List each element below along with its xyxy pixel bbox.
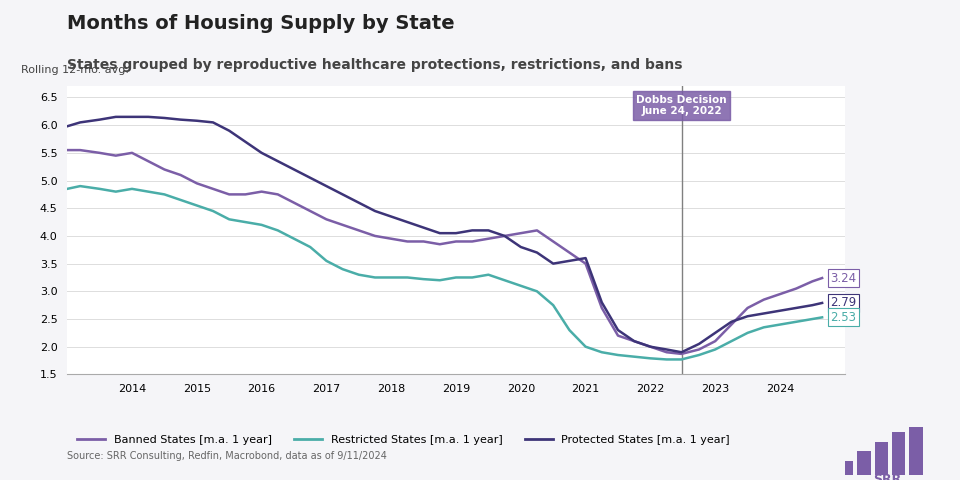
Text: 3.24: 3.24 (830, 272, 856, 285)
Legend: Banned States [m.a. 1 year], Restricted States [m.a. 1 year], Protected States [: Banned States [m.a. 1 year], Restricted … (73, 431, 734, 449)
Text: SRR: SRR (873, 473, 901, 480)
Bar (875, 442, 888, 475)
Text: 2.79: 2.79 (830, 297, 856, 310)
Text: Months of Housing Supply by State: Months of Housing Supply by State (67, 14, 455, 34)
Text: States grouped by reproductive healthcare protections, restrictions, and bans: States grouped by reproductive healthcar… (67, 58, 683, 72)
Bar (840, 461, 853, 475)
Bar (909, 427, 923, 475)
Text: Rolling 12-mo. avg.: Rolling 12-mo. avg. (20, 65, 129, 75)
Bar (857, 451, 871, 475)
Text: Source: SRR Consulting, Redfin, Macrobond, data as of 9/11/2024: Source: SRR Consulting, Redfin, Macrobon… (67, 451, 387, 461)
Text: 2.53: 2.53 (830, 311, 856, 324)
Bar (892, 432, 905, 475)
Text: Dobbs Decision
June 24, 2022: Dobbs Decision June 24, 2022 (636, 95, 727, 116)
